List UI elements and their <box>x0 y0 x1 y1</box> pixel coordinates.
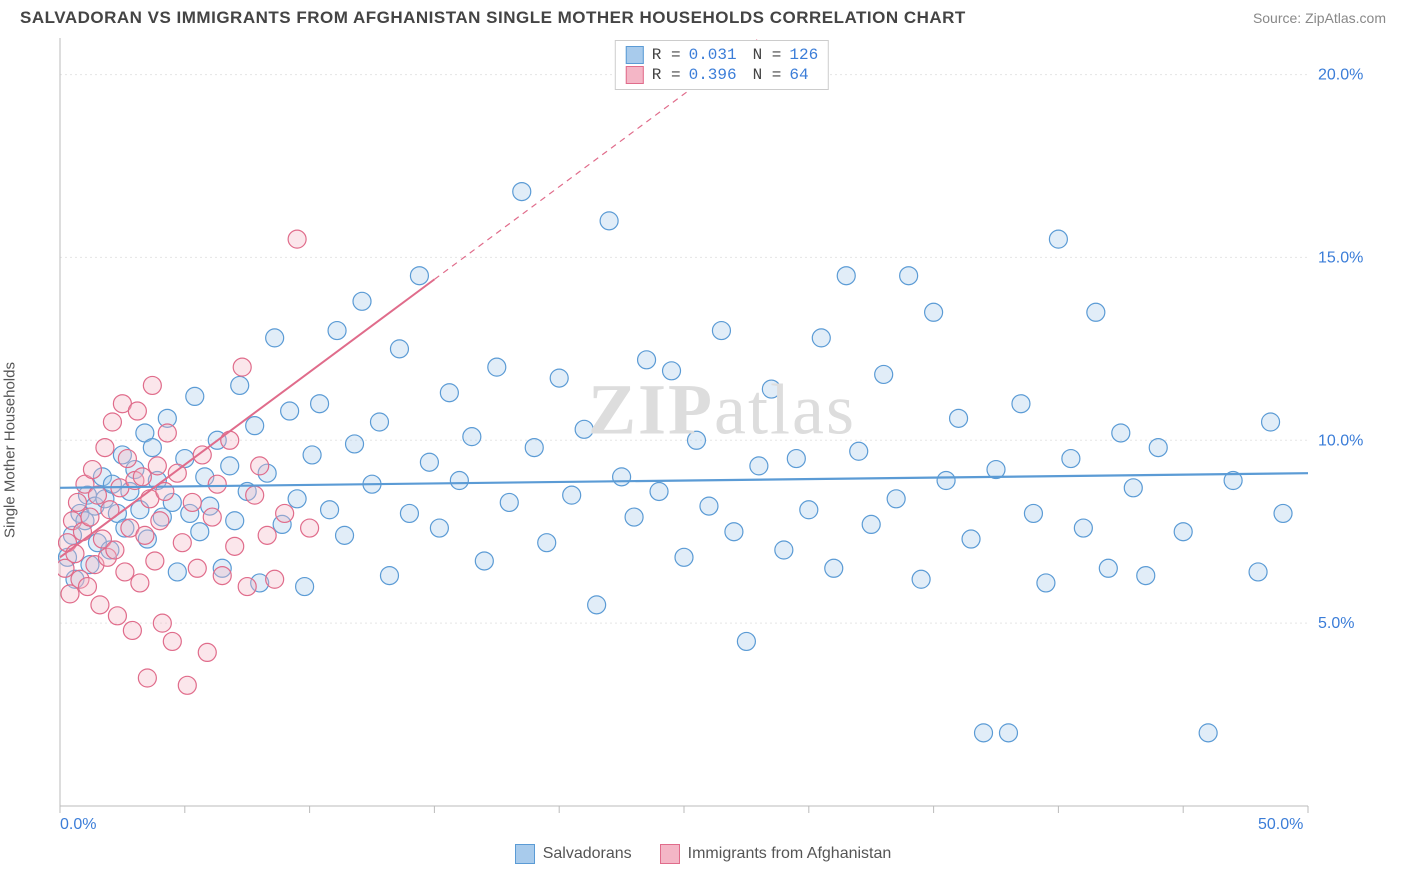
y-axis-label: Single Mother Households <box>2 362 19 538</box>
n-label: N = <box>753 66 782 84</box>
svg-text:10.0%: 10.0% <box>1318 432 1363 449</box>
svg-text:20.0%: 20.0% <box>1318 67 1363 84</box>
x-axis-labels: 0.0% 50.0% <box>58 816 1378 838</box>
legend-correlation: R = 0.031 N = 126 R = 0.396 N = 64 <box>615 40 829 90</box>
source-label: Source: ZipAtlas.com <box>1253 10 1386 26</box>
legend-swatch <box>626 46 644 64</box>
x-tick-label: 0.0% <box>60 816 96 834</box>
legend-correlation-row: R = 0.031 N = 126 <box>626 45 818 65</box>
svg-text:15.0%: 15.0% <box>1318 249 1363 266</box>
svg-text:5.0%: 5.0% <box>1318 615 1354 632</box>
chart-title: SALVADORAN VS IMMIGRANTS FROM AFGHANISTA… <box>20 8 966 28</box>
r-value: 0.396 <box>689 66 737 84</box>
legend-correlation-row: R = 0.396 N = 64 <box>626 65 818 85</box>
legend-series-item: Immigrants from Afghanistan <box>660 844 892 864</box>
legend-series-item: Salvadorans <box>515 844 632 864</box>
n-value: 64 <box>789 66 808 84</box>
legend-series: Salvadorans Immigrants from Afghanistan <box>20 844 1386 864</box>
r-label: R = <box>652 46 681 64</box>
legend-series-label: Salvadorans <box>543 845 632 863</box>
chart-container: Single Mother Households 5.0%10.0%15.0%2… <box>20 36 1386 864</box>
legend-series-label: Immigrants from Afghanistan <box>688 845 892 863</box>
legend-swatch <box>660 844 680 864</box>
header: SALVADORAN VS IMMIGRANTS FROM AFGHANISTA… <box>0 0 1406 32</box>
legend-swatch <box>626 66 644 84</box>
n-label: N = <box>753 46 782 64</box>
plot-area: 5.0%10.0%15.0%20.0% ZIPatlas R =0.031N =… <box>58 36 1386 816</box>
scatter-plot-svg: 5.0% 10.0% 15.0% 20.0% <box>58 36 1378 816</box>
x-tick-label: 50.0% <box>1258 816 1303 834</box>
r-label: R = <box>652 66 681 84</box>
legend-swatch <box>515 844 535 864</box>
r-value: 0.031 <box>689 46 737 64</box>
n-value: 126 <box>789 46 818 64</box>
